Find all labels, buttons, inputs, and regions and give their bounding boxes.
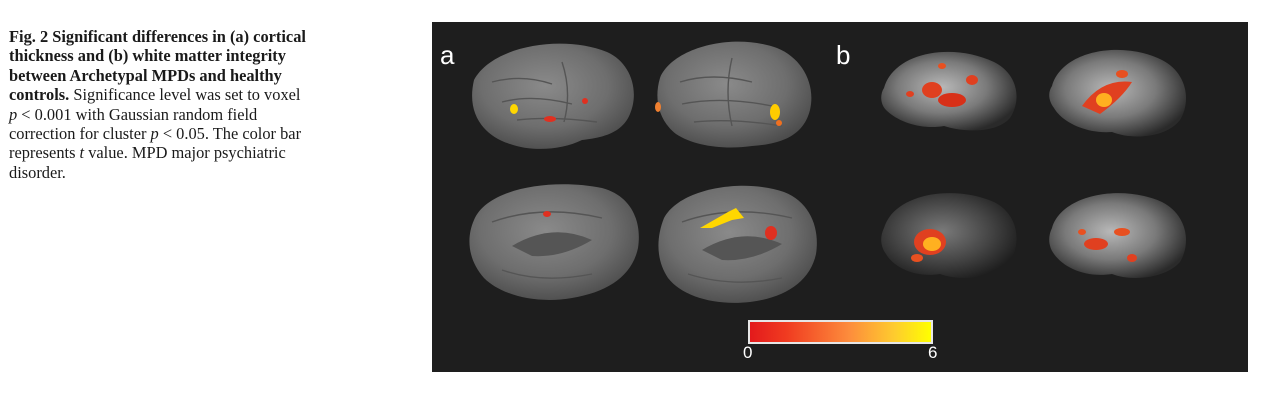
caption-text-2: < 0.001 with Gaussian random field corre…: [9, 104, 258, 144]
caption-text-3: < 0.05. The color bar represents: [9, 124, 302, 163]
mri-slice-1: [881, 51, 1017, 131]
brain-figure-graphic: [469, 41, 1186, 303]
mri-slice-4: [1049, 193, 1186, 278]
colorbar-max-label: 6: [928, 343, 938, 362]
colorbar: [748, 320, 933, 344]
mri-slice-3: [881, 193, 1017, 278]
panel-a-label: a: [440, 40, 455, 70]
brain-lateral-left: [472, 43, 634, 149]
caption-p-symbol: p: [9, 104, 18, 124]
caption-text-1: Significance level was set to voxel: [69, 85, 301, 105]
figure-panel: a b 0 6: [432, 22, 1248, 372]
caption-text-4: value. MPD major psychiatric disorder.: [9, 143, 286, 182]
colorbar-min-label: 0: [743, 343, 753, 362]
mri-slice-2: [1049, 49, 1186, 137]
brain-medial-left: [469, 184, 639, 300]
caption-title: Fig. 2 Significant differences in (a) co…: [9, 27, 306, 105]
brain-lateral-right: [655, 41, 812, 148]
figure-caption: Fig. 2 Significant differences in (a) co…: [9, 27, 309, 182]
brain-medial-right: [658, 185, 817, 303]
caption-t-symbol: t: [79, 143, 85, 163]
caption-p-symbol-2: p: [150, 124, 159, 144]
panel-b-label: b: [836, 40, 851, 70]
